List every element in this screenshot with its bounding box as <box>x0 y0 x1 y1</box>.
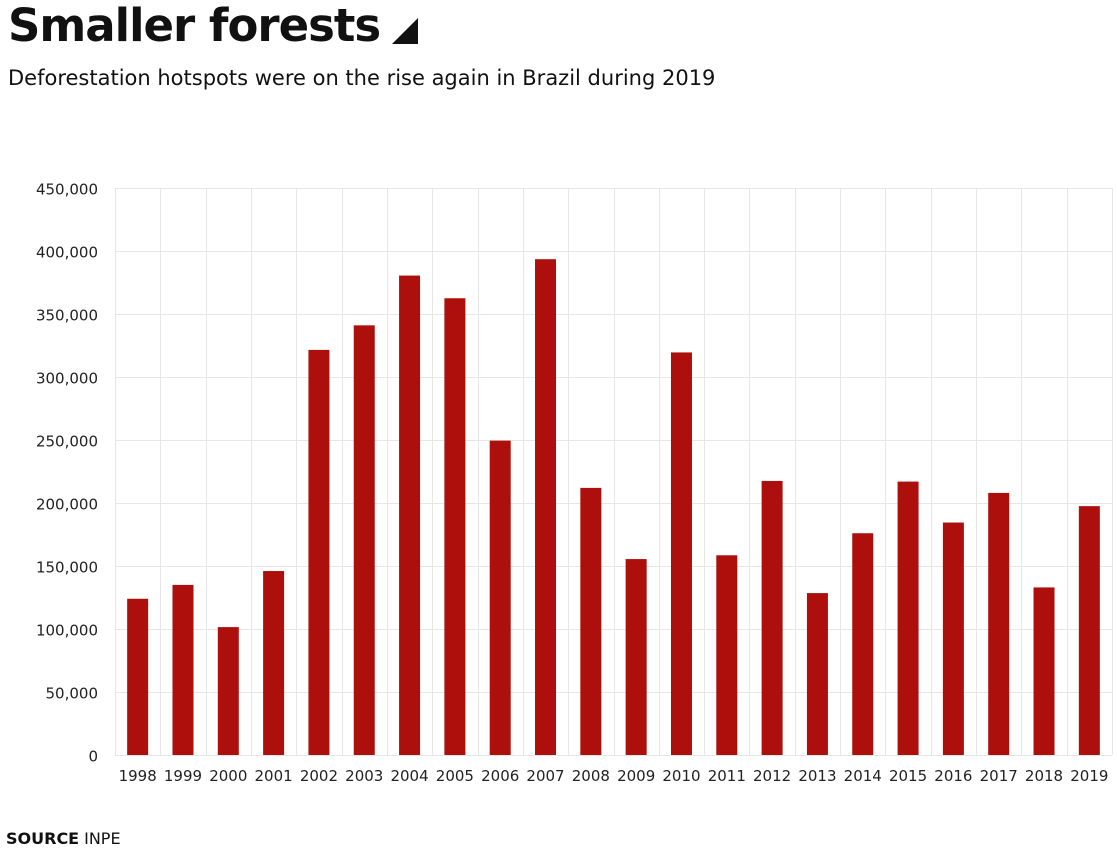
y-tick-label: 450,000 <box>36 181 98 199</box>
bar <box>1078 506 1100 755</box>
x-tick-label: 2015 <box>889 767 927 785</box>
y-tick-label: 250,000 <box>36 433 98 451</box>
bar <box>761 480 783 755</box>
x-axis-ticks: 1998 1999 2000 2001 2002 2003 2004 2005 2006 2007… <box>119 767 1109 785</box>
bar <box>897 481 919 755</box>
bar <box>127 598 149 755</box>
x-tick-label: 2013 <box>798 767 836 785</box>
x-tick-label: 2002 <box>300 767 338 785</box>
x-tick-label: 2009 <box>617 767 655 785</box>
bar <box>535 259 557 755</box>
bar <box>670 352 692 755</box>
x-tick-label: 1999 <box>164 767 202 785</box>
x-tick-label: 2011 <box>708 767 746 785</box>
y-tick-label: 400,000 <box>36 244 98 262</box>
bar <box>172 584 194 755</box>
bar <box>353 325 375 755</box>
y-tick-label: 50,000 <box>46 685 99 703</box>
y-tick-label: 200,000 <box>36 496 98 514</box>
corner-triangle-icon <box>392 18 419 44</box>
source-label: SOURCE <box>6 829 80 848</box>
x-tick-label: 2003 <box>345 767 383 785</box>
y-axis-ticks: 0 50,000 100,000 150,000 200,000 250,000 300,0… <box>36 181 98 766</box>
chart-subtitle: Deforestation hotspots were on the rise … <box>8 66 716 90</box>
bar <box>806 593 828 755</box>
x-tick-label: 2004 <box>390 767 428 785</box>
x-tick-label: 2018 <box>1025 767 1063 785</box>
bar <box>489 440 511 755</box>
x-tick-label: 2012 <box>753 767 791 785</box>
y-tick-label: 150,000 <box>36 559 98 577</box>
bar <box>852 533 874 755</box>
bar <box>716 555 738 755</box>
bar <box>580 487 602 755</box>
y-tick-label: 300,000 <box>36 370 98 388</box>
title-group: Smaller forests <box>8 0 419 52</box>
x-tick-label: 2005 <box>436 767 474 785</box>
x-tick-label: 2000 <box>209 767 247 785</box>
x-tick-label: 2008 <box>572 767 610 785</box>
bars <box>127 259 1100 755</box>
y-tick-label: 0 <box>88 748 98 766</box>
bar <box>444 298 466 755</box>
bar <box>988 492 1010 755</box>
bar <box>399 275 421 755</box>
x-tick-label: 2007 <box>526 767 564 785</box>
bar <box>263 571 285 755</box>
source-note: SOURCE INPE <box>6 829 121 848</box>
x-tick-label: 2016 <box>934 767 972 785</box>
x-tick-label: 2019 <box>1070 767 1108 785</box>
x-tick-label: 2017 <box>980 767 1018 785</box>
bar <box>1033 587 1055 755</box>
bar <box>942 522 964 755</box>
y-tick-label: 350,000 <box>36 307 98 325</box>
bar <box>217 627 239 755</box>
y-tick-label: 100,000 <box>36 622 98 640</box>
source-value: INPE <box>84 829 121 848</box>
x-tick-label: 2010 <box>662 767 700 785</box>
bar <box>308 349 330 755</box>
x-tick-label: 2001 <box>255 767 293 785</box>
bar <box>625 559 647 755</box>
chart-title: Smaller forests <box>8 0 381 52</box>
x-tick-label: 2014 <box>844 767 882 785</box>
x-tick-label: 1998 <box>119 767 157 785</box>
x-tick-label: 2006 <box>481 767 519 785</box>
